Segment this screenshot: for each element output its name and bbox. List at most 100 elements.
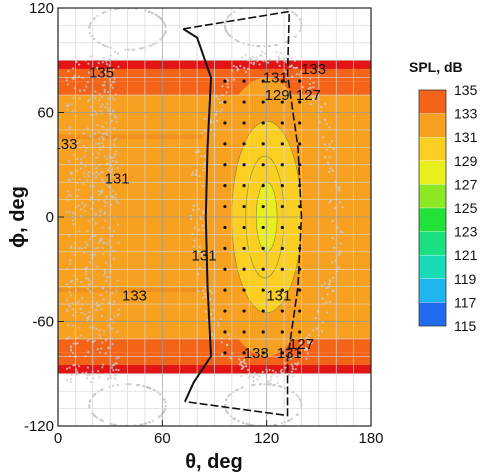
cloud-dot <box>277 5 279 7</box>
cloud-dot <box>76 158 79 161</box>
cloud-dot <box>325 148 328 151</box>
cloud-dot <box>78 230 81 233</box>
cloud-dot <box>325 301 328 304</box>
cloud-dot <box>107 107 110 110</box>
cloud-dot <box>256 44 259 48</box>
cloud-dot <box>88 406 91 409</box>
cloud-dot <box>101 95 104 99</box>
cloud-dot <box>327 163 330 166</box>
cloud-dot <box>312 329 315 332</box>
color-legend: SPL, dB 135 133 131 129 127 125 123 121 119 117 11… <box>409 59 478 334</box>
cloud-dot <box>292 390 295 394</box>
cloud-dot <box>147 386 150 389</box>
cloud-dot <box>75 301 79 304</box>
cloud-dot <box>102 56 105 59</box>
sample-points <box>223 79 302 355</box>
cloud-dot <box>84 241 87 244</box>
cloud-dot <box>244 54 247 57</box>
cloud-dot <box>85 85 88 88</box>
cloud-dot <box>252 380 255 383</box>
cloud-dot <box>90 207 93 210</box>
cloud-dot <box>94 90 97 93</box>
contour-label: 133 <box>122 287 147 304</box>
cloud-dot <box>97 152 100 155</box>
cloud-dot <box>325 287 328 290</box>
cloud-dot <box>295 14 299 17</box>
cloud-dot <box>87 71 91 74</box>
cloud-dot <box>110 327 113 330</box>
cloud-dot <box>67 324 70 327</box>
cloud-dot <box>314 99 317 102</box>
sample-point <box>298 121 302 125</box>
cloud-dot <box>113 77 116 81</box>
cloud-dot <box>200 252 203 255</box>
cloud-dot <box>164 401 167 404</box>
cloud-dot <box>88 175 91 178</box>
cloud-dot <box>101 341 104 344</box>
cloud-dot <box>232 64 235 68</box>
cloud-dot <box>97 41 100 44</box>
cloud-dot <box>70 373 74 376</box>
cloud-dot <box>97 241 100 244</box>
cloud-dot <box>241 421 244 424</box>
cloud-dot <box>111 86 114 89</box>
cloud-dot <box>115 120 118 124</box>
cloud-dot <box>100 109 103 112</box>
cloud-dot <box>107 97 110 100</box>
cloud-dot <box>97 68 100 71</box>
cloud-dot <box>104 121 108 124</box>
cloud-dot <box>225 91 228 94</box>
cloud-dot <box>263 383 266 386</box>
cloud-dot <box>289 418 292 421</box>
cloud-dot <box>298 73 301 76</box>
cloud-dot <box>99 336 102 339</box>
cloud-dot <box>116 285 119 288</box>
cloud-dot <box>88 326 92 329</box>
cloud-dot <box>304 346 307 350</box>
cloud-dot <box>87 62 90 65</box>
cloud-dot <box>326 286 329 289</box>
cloud-dot <box>163 398 166 402</box>
cloud-dot <box>290 370 294 373</box>
cloud-dot <box>83 246 86 249</box>
cloud-dot <box>95 112 98 115</box>
cloud-dot <box>252 383 255 386</box>
cloud-dot <box>271 369 275 372</box>
cloud-dot <box>267 380 270 383</box>
cloud-dot <box>297 362 300 365</box>
boundary-left <box>182 28 213 403</box>
cloud-dot <box>189 214 192 217</box>
cloud-dot <box>247 5 249 7</box>
cloud-dot <box>162 410 165 414</box>
cloud-dot <box>113 145 116 148</box>
cloud-dot <box>111 249 114 252</box>
cloud-dot <box>77 189 80 192</box>
sample-point <box>261 184 265 188</box>
cloud-dot <box>87 317 90 320</box>
cloud-dot <box>194 172 197 176</box>
cloud-dot <box>295 66 299 69</box>
cloud-dot <box>326 161 329 164</box>
cloud-dot <box>243 358 246 362</box>
cloud-dot <box>104 131 108 135</box>
cloud-dot <box>290 64 293 67</box>
cloud-dot <box>94 213 98 216</box>
cloud-dot <box>83 210 87 213</box>
cloud-dot <box>284 70 287 74</box>
cloud-dot <box>329 199 333 202</box>
cloud-dot <box>100 112 104 115</box>
cloud-dot <box>328 170 331 173</box>
cloud-dot <box>71 308 75 311</box>
cloud-dot <box>103 155 106 158</box>
cloud-dot <box>87 351 90 354</box>
cloud-dot <box>86 229 89 233</box>
cloud-dot <box>312 81 315 84</box>
cloud-dot <box>191 171 195 174</box>
cloud-dot <box>326 293 329 296</box>
cloud-dot <box>139 423 142 426</box>
cloud-dot <box>104 201 108 204</box>
cloud-dot <box>291 75 294 78</box>
cloud-dot <box>86 339 89 342</box>
cloud-dot <box>69 262 72 265</box>
cloud-dot <box>239 361 242 365</box>
